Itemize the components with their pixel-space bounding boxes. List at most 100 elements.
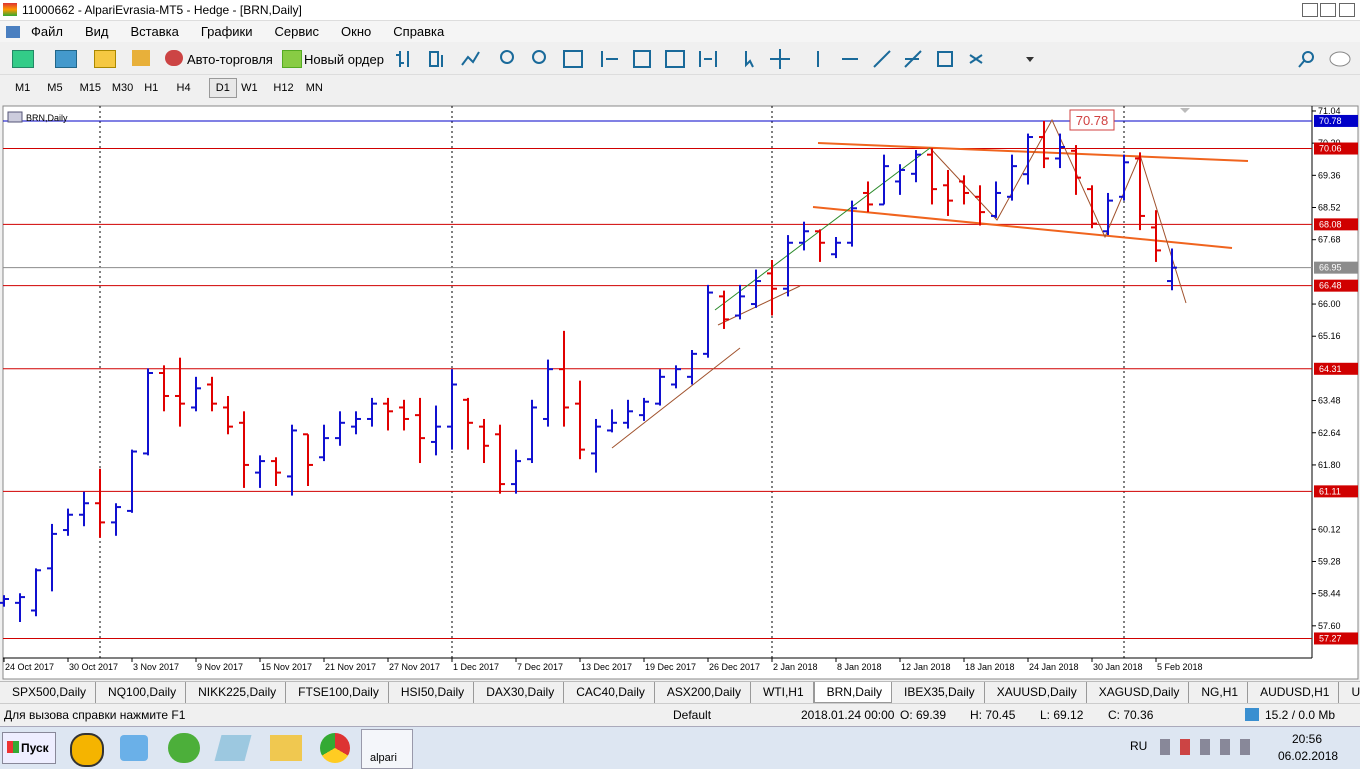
navigator-icon[interactable] xyxy=(132,50,150,66)
annotation: 70.78 xyxy=(1076,113,1109,128)
app-button[interactable]: alpari xyxy=(361,729,413,769)
new-order-button[interactable]: Новый ордер xyxy=(304,52,384,67)
app-icon[interactable] xyxy=(120,735,148,761)
chart-tab[interactable]: IBEX35,Daily xyxy=(892,682,985,703)
menu-item[interactable]: Файл xyxy=(31,24,63,39)
y-tick-label: 58.44 xyxy=(1318,589,1341,599)
trendline xyxy=(817,142,1249,162)
menu-item[interactable]: Справка xyxy=(393,24,445,39)
timeframe-button[interactable]: H12 xyxy=(273,82,294,94)
new-order-icon[interactable] xyxy=(282,50,302,68)
y-tick-label: 69.36 xyxy=(1318,170,1341,180)
status-close: C: 70.36 xyxy=(1108,708,1154,722)
y-tick-label: 61.80 xyxy=(1318,460,1341,470)
app-icon[interactable] xyxy=(320,733,350,763)
title-bar: 11000662 - AlpariEvrasia-MT5 - Hedge - [… xyxy=(0,0,1360,21)
x-tick-label: 2 Jan 2018 xyxy=(773,662,818,672)
trendlines xyxy=(611,118,1249,449)
app-icon[interactable] xyxy=(214,735,252,761)
chart-tab[interactable]: NQ100,Daily xyxy=(96,682,187,703)
x-tick-label: 7 Dec 2017 xyxy=(517,662,563,672)
tool-icons xyxy=(396,49,1034,69)
taskbar: Пуск alpari RU 20:56 06.02.2018 xyxy=(0,726,1360,769)
toolbar: Авто-торговля Новый ордер xyxy=(0,43,1360,75)
auto-trading-icon[interactable] xyxy=(165,50,183,66)
app-icon[interactable] xyxy=(168,733,200,763)
x-tick-label: 21 Nov 2017 xyxy=(325,662,376,672)
menu-item[interactable]: Вид xyxy=(84,24,109,39)
chart-tab[interactable]: NIKK225,Daily xyxy=(186,682,287,703)
status-datetime: 2018.01.24 00:00 xyxy=(801,708,895,722)
status-high: H: 70.45 xyxy=(970,708,1016,722)
timeframe-button[interactable]: M5 xyxy=(47,82,63,94)
chart-tab[interactable]: DAX30,Daily xyxy=(474,682,565,703)
menu-item[interactable]: Сервис xyxy=(274,24,320,39)
new-chart-icon[interactable] xyxy=(12,50,34,68)
minimize-button[interactable] xyxy=(1302,3,1318,17)
chart-tabs: SPX500,Daily NQ100,Daily NIKK225,Daily FTSE… xyxy=(0,681,1360,703)
x-tick-label: 27 Nov 2017 xyxy=(389,662,440,672)
timeframe-button[interactable]: M15 xyxy=(79,82,101,94)
app-icon[interactable] xyxy=(270,735,302,761)
chart-tab[interactable]: BRN,Daily xyxy=(813,682,892,703)
market-icon[interactable] xyxy=(94,50,116,68)
y-tick-label: 68.52 xyxy=(1318,203,1341,213)
levels xyxy=(3,120,1312,639)
timeframe-button[interactable]: MN xyxy=(305,82,323,94)
level-label: 68.08 xyxy=(1319,219,1342,229)
level-label-box xyxy=(1314,362,1358,375)
status-low: L: 69.12 xyxy=(1040,708,1084,722)
x-tick-label: 13 Dec 2017 xyxy=(581,662,632,672)
level-label-box xyxy=(1314,279,1358,292)
timeframe-button[interactable]: H1 xyxy=(144,82,159,94)
level-label-box xyxy=(1314,218,1358,231)
chart-tab[interactable]: HSI50,Daily xyxy=(389,682,475,703)
app-icon xyxy=(3,3,17,16)
chart-tab[interactable]: U xyxy=(1339,682,1360,703)
language: RU xyxy=(1130,739,1148,753)
search-icons xyxy=(1298,51,1351,68)
level-label: 70.78 xyxy=(1319,116,1342,126)
chart-tab[interactable]: WTI,H1 xyxy=(751,682,814,703)
menu-item[interactable]: Вставка xyxy=(130,24,179,39)
chart-tab[interactable]: ASX200,Daily xyxy=(655,682,751,703)
level-label-box xyxy=(1314,632,1358,645)
profiles-icon[interactable] xyxy=(55,50,77,68)
chart-background xyxy=(2,105,1359,680)
x-tick-label: 8 Jan 2018 xyxy=(837,662,882,672)
chart-tab[interactable]: XAUUSD,Daily xyxy=(985,682,1087,703)
x-tick-label: 24 Jan 2018 xyxy=(1029,662,1079,672)
chart-tab[interactable]: CAC40,Daily xyxy=(564,682,655,703)
chart-tab[interactable]: AUDUSD,H1 xyxy=(1248,682,1340,703)
timeframe-button[interactable]: M30 xyxy=(111,82,134,94)
level-label-box xyxy=(1314,485,1358,498)
timeframe-button[interactable]: W1 xyxy=(241,82,258,94)
close-button[interactable] xyxy=(1339,3,1355,17)
menu-item[interactable]: Окно xyxy=(341,24,372,39)
chart-tab[interactable]: FTSE100,Daily xyxy=(286,682,389,703)
app-label: alpari xyxy=(370,752,397,764)
chart-tab[interactable]: SPX500,Daily xyxy=(0,682,97,703)
chart-tab[interactable]: XAGUSD,Daily xyxy=(1087,682,1190,703)
status-memory: 15.2 / 0.0 Mb xyxy=(1265,708,1336,722)
auto-trading-button[interactable]: Авто-торговля xyxy=(187,52,273,67)
chart-tab[interactable]: NG,H1 xyxy=(1189,682,1249,703)
trendline xyxy=(717,285,801,326)
timeframe-button[interactable]: H4 xyxy=(176,82,191,94)
chart: 70.78 BRN,Daily 71.0470.2069.3668.5267.6… xyxy=(0,105,1359,680)
connection-icon xyxy=(1245,708,1259,721)
menu-bar: Файл Вид Вставка Графики Сервис Окно Справка xyxy=(0,21,1360,42)
doc-icon xyxy=(6,25,20,38)
start-label: Пуск xyxy=(21,741,49,755)
app-icon[interactable] xyxy=(70,733,104,767)
symbol-icon xyxy=(7,111,23,123)
restore-button[interactable] xyxy=(1320,3,1336,17)
menu-item[interactable]: Графики xyxy=(200,24,253,39)
start-button[interactable]: Пуск xyxy=(2,732,56,764)
timeframe-button[interactable]: D1 xyxy=(208,78,237,98)
timeframe-button[interactable]: M1 xyxy=(15,82,31,94)
trendline xyxy=(611,347,741,449)
x-tick-label: 18 Jan 2018 xyxy=(965,662,1015,672)
x-tick-label: 26 Dec 2017 xyxy=(709,662,760,672)
